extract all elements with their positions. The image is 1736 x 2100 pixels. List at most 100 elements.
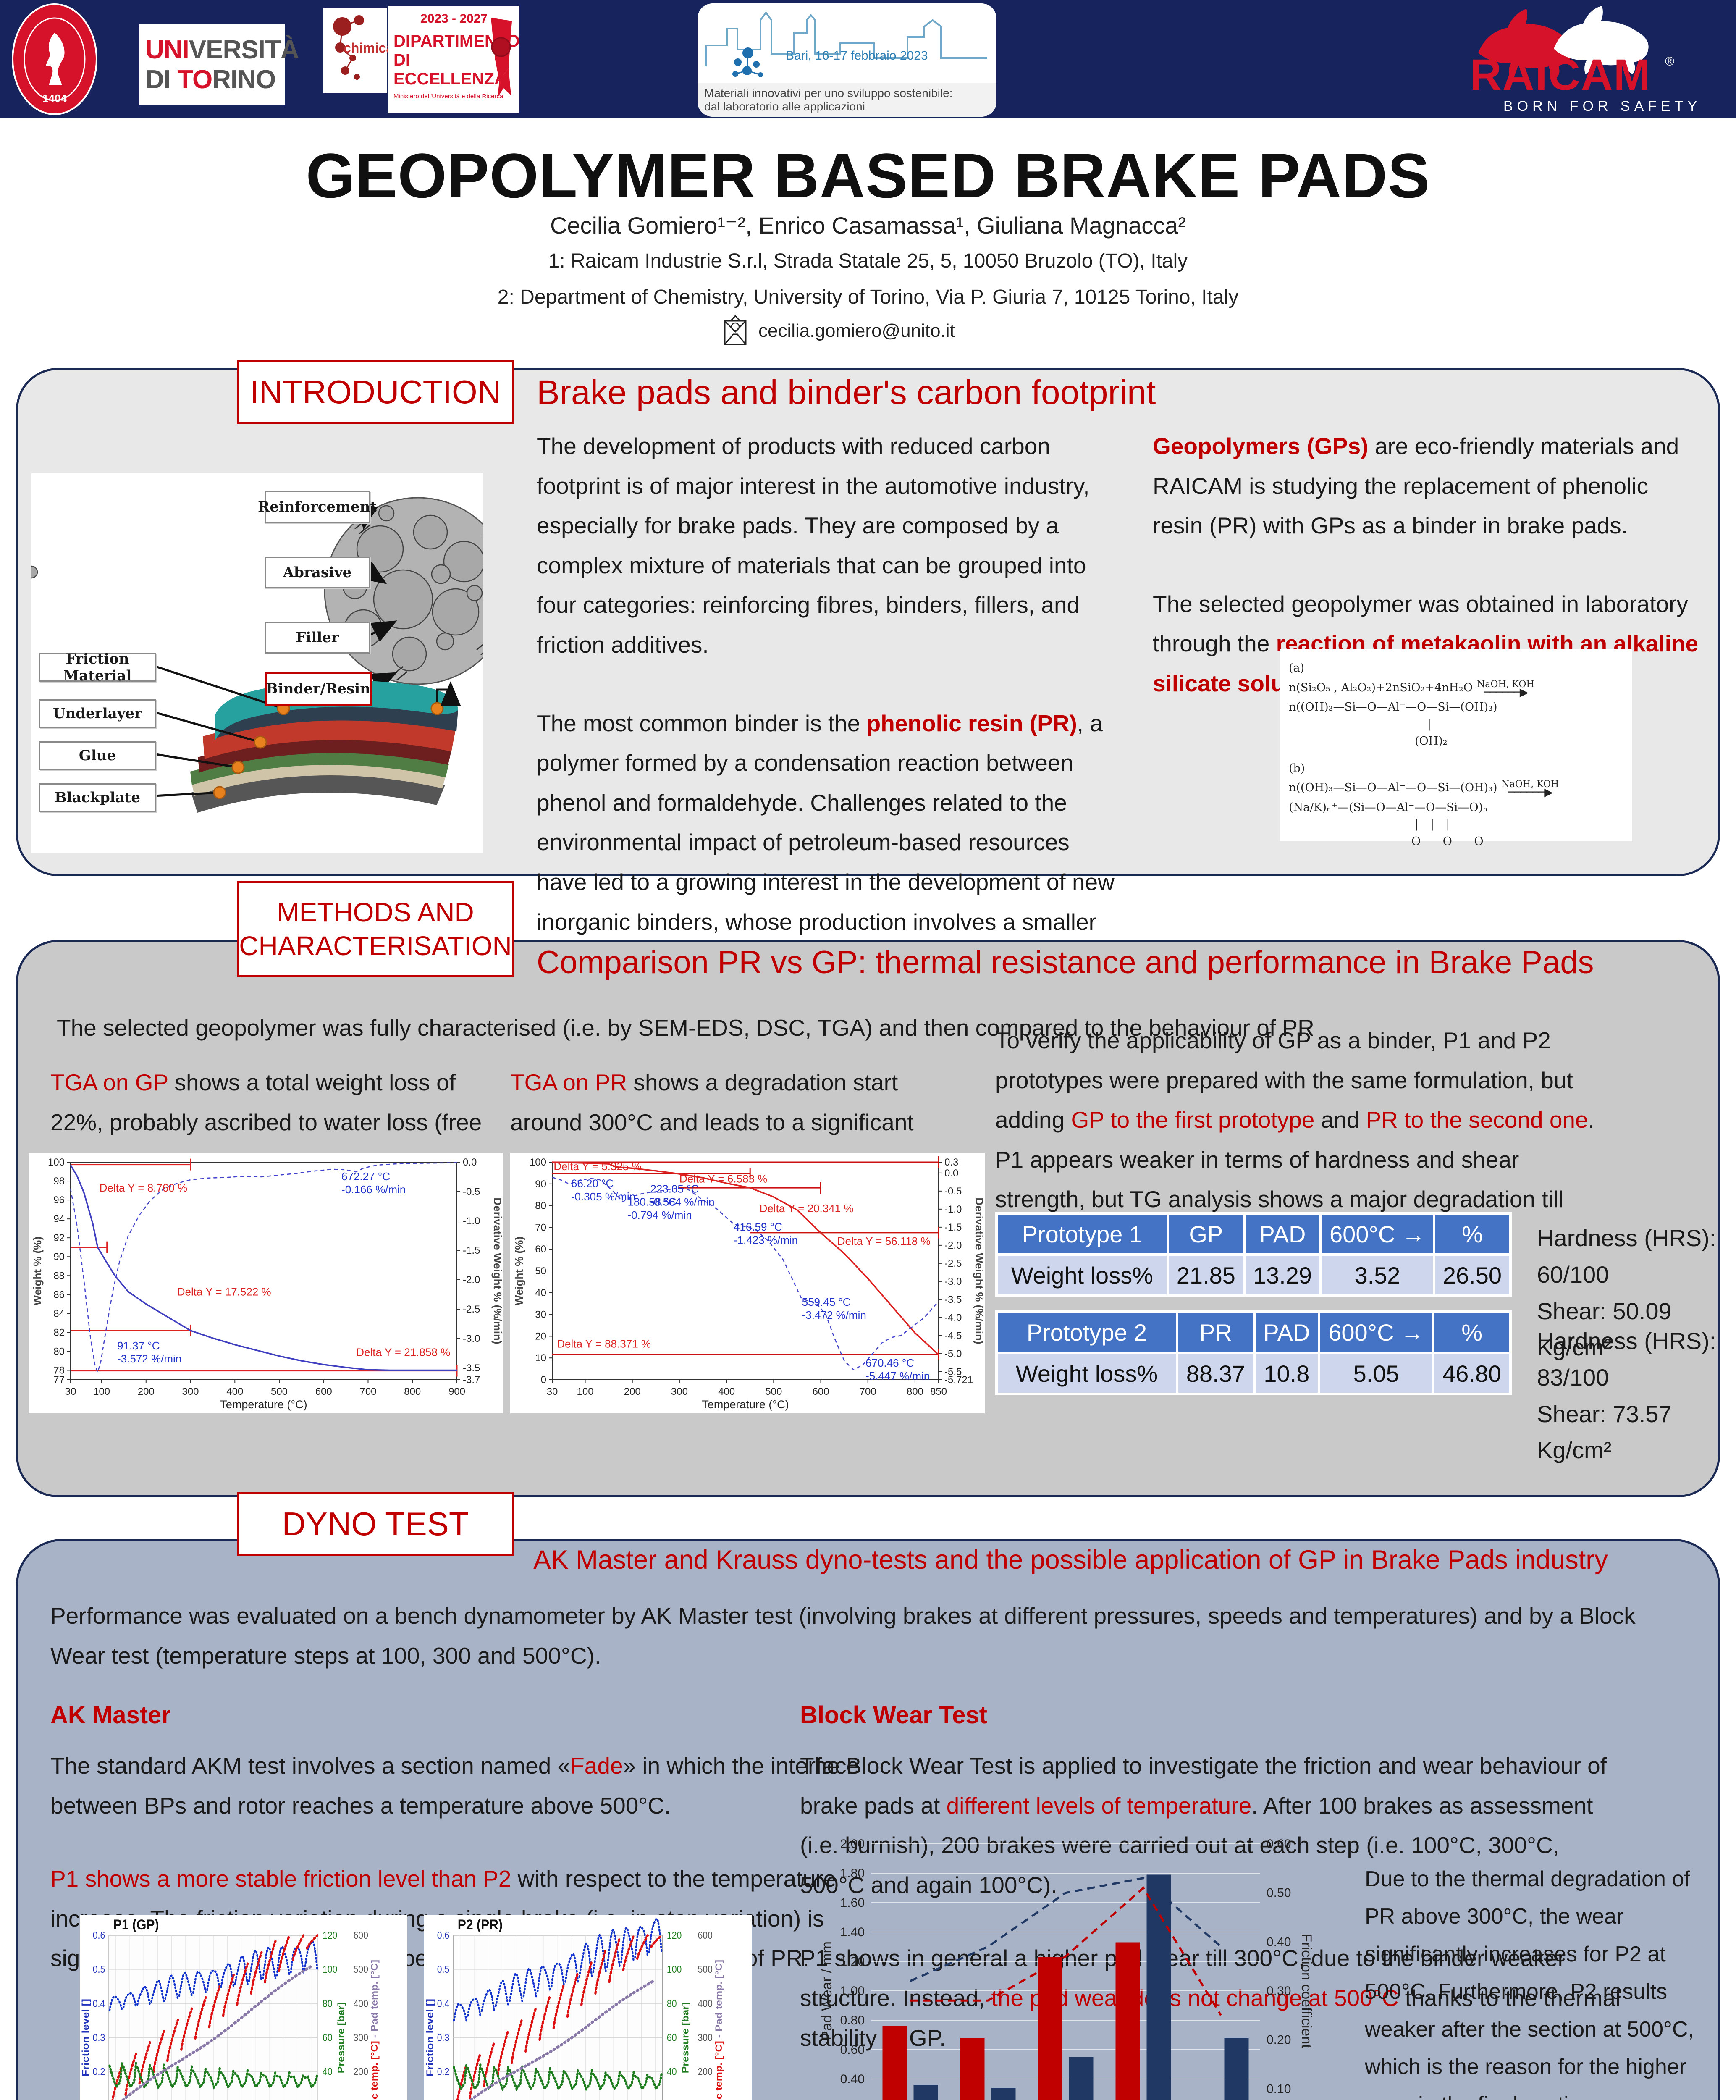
svg-text:-2.5: -2.5: [944, 1258, 962, 1269]
svg-text:100: 100: [667, 1964, 682, 1975]
intro-paragraph-1: The development of products with reduced…: [537, 433, 1090, 658]
svg-text:50: 50: [535, 1265, 546, 1277]
svg-text:500: 500: [765, 1386, 782, 1397]
raicam-horses-icon: [1478, 6, 1649, 77]
svg-text:0.40: 0.40: [840, 2072, 865, 2086]
diagram-label-binder-resin: Binder/Resin: [265, 672, 372, 706]
svg-text:-4.0: -4.0: [944, 1312, 962, 1323]
svg-text:0.3: 0.3: [93, 2032, 105, 2043]
reaction-a: (a) n(Si₂O₅ , Al₂O₂)+2nSiO₂+4nH₂O NaOH, K…: [1289, 662, 1534, 748]
svg-text:300: 300: [698, 2032, 712, 2043]
svg-text:0.3: 0.3: [437, 2032, 450, 2043]
prototype2-properties: Hardness (HRS): 83/100 Shear: 73.57 Kg/cm…: [1537, 1328, 1716, 1464]
svg-text:Weight % (%): Weight % (%): [31, 1236, 44, 1305]
svg-text:700: 700: [860, 1386, 876, 1397]
svg-text:670.46 °C-5.447 %/min: 670.46 °C -5.447 %/min: [865, 1357, 930, 1382]
svg-text:0.10: 0.10: [1267, 2082, 1291, 2096]
svg-text:1404: 1404: [42, 92, 67, 105]
svg-text:600: 600: [315, 1386, 332, 1397]
svg-text:Delta Y = 17.522 %: Delta Y = 17.522 %: [177, 1286, 271, 1298]
email-address[interactable]: cecilia.gomiero@unito.it: [758, 320, 955, 341]
svg-text:0.50: 0.50: [1267, 1886, 1291, 1900]
email-icon: [724, 315, 747, 345]
fade-chart-p1: 00.10.20.30.40.50.6123456789101112131415…: [80, 1915, 407, 2100]
geopolymer-reactions: (a) n(Si₂O₅ , Al₂O₂)+2nSiO₂+4nH₂O NaOH, K…: [1280, 649, 1632, 848]
svg-text:1.40: 1.40: [840, 1925, 865, 1939]
svg-text:Delta Y = 56.118 %: Delta Y = 56.118 %: [837, 1235, 931, 1247]
diagram-label-blackplate: Blackplate: [39, 783, 156, 812]
svg-text:0.4: 0.4: [93, 1998, 105, 2009]
intro-heading: Brake pads and binder's carbon footprint: [537, 373, 1156, 412]
svg-text:40: 40: [535, 1287, 546, 1299]
svg-text:78: 78: [53, 1365, 65, 1376]
svg-text:500: 500: [353, 1964, 368, 1975]
svg-text:800: 800: [404, 1386, 421, 1397]
fade-chart-p2: 00.10.20.30.40.50.6123456789101112131415…: [424, 1915, 752, 2100]
molecule-icon: [333, 15, 364, 80]
prototype1-properties: Hardness (HRS): 60/100 Shear: 50.09 Kg/cm…: [1537, 1225, 1716, 1361]
svg-text:400: 400: [698, 1998, 712, 2009]
svg-text:0.60: 0.60: [1267, 1837, 1291, 1851]
svg-text:Disc temp. [°C] - Pad temp. [°: Disc temp. [°C] - Pad temp. [°C]: [714, 1960, 724, 2100]
svg-text:223.05 °C-0.564 %/min: 223.05 °C -0.564 %/min: [650, 1183, 714, 1208]
svg-text:-2.0: -2.0: [463, 1274, 480, 1286]
svg-text:0.4: 0.4: [437, 1998, 450, 2009]
methods-col-1: TGA on GP shows a total weight loss of 2…: [50, 1069, 482, 1175]
svg-text:-1.0: -1.0: [944, 1204, 962, 1215]
svg-text:92: 92: [53, 1232, 65, 1244]
unito-seal-icon: 1404: [12, 3, 97, 115]
svg-text:91.37 °C-3.572 %/min: 91.37 °C -3.572 %/min: [117, 1339, 181, 1365]
svg-text:82: 82: [53, 1327, 65, 1338]
svg-text:600: 600: [812, 1386, 829, 1397]
svg-text:0.2: 0.2: [93, 2066, 105, 2077]
authors: Cecilia Gomiero¹⁻², Enrico Casamassa¹, G…: [550, 212, 1186, 239]
svg-text:180.58 °C-0.794 %/min: 180.58 °C -0.794 %/min: [628, 1196, 692, 1221]
svg-text:200: 200: [353, 2066, 368, 2077]
svg-text:900: 900: [448, 1386, 465, 1397]
svg-text:98: 98: [53, 1176, 65, 1187]
methods-intro: The selected geopolymer was fully charac…: [57, 1015, 1314, 1041]
svg-text:0.5: 0.5: [93, 1964, 105, 1975]
svg-text:Pad Wear / mm: Pad Wear / mm: [819, 1941, 835, 2040]
block-wear-p1: The Block Wear Test is applied to invest…: [800, 1753, 1607, 1898]
svg-text:0.3: 0.3: [944, 1157, 958, 1168]
svg-text:-5.0: -5.0: [944, 1348, 962, 1360]
svg-text:P2 (PR): P2 (PR): [458, 1916, 503, 1932]
svg-text:-4.5: -4.5: [944, 1330, 962, 1341]
diagram-label-reinforcement: Reinforcement: [258, 491, 377, 523]
svg-text:30: 30: [535, 1309, 546, 1320]
svg-text:10: 10: [535, 1352, 546, 1364]
ribbon-icon: [491, 18, 512, 97]
svg-text:100: 100: [48, 1157, 65, 1168]
dyno-right-column: Due to the thermal degradation of PR abo…: [1365, 1861, 1713, 2100]
brakepad-diagram: Reinforcement Abrasive Filler Binder/Res…: [25, 473, 512, 853]
svg-text:-5.5: -5.5: [944, 1366, 962, 1378]
svg-text:Temperature (°C): Temperature (°C): [702, 1398, 789, 1411]
svg-text:200: 200: [698, 2066, 712, 2077]
svg-text:100: 100: [93, 1386, 110, 1397]
svg-text:100: 100: [323, 1964, 337, 1975]
svg-text:850: 850: [930, 1386, 947, 1397]
block-wear-header: Block Wear Test: [800, 1701, 987, 1729]
affiliation-1: 1: Raicam Industrie S.r.l, Strada Statal…: [548, 250, 1188, 272]
svg-text:Pressure [bar]: Pressure [bar]: [336, 2002, 346, 2073]
svg-text:0.2: 0.2: [437, 2066, 450, 2077]
conference-badge: Bari, 16-17 febbraio 2023 Materiali inno…: [698, 3, 996, 117]
svg-text:1.80: 1.80: [840, 1866, 865, 1880]
svg-text:P1 (GP): P1 (GP): [113, 1916, 159, 1932]
svg-text:0.6: 0.6: [437, 1929, 450, 1941]
svg-text:Delta Y = 21.858 %: Delta Y = 21.858 %: [356, 1346, 450, 1359]
prototype2-table: Prototype 2 PR PAD 600°C →% Weight loss% 88…: [995, 1310, 1512, 1395]
svg-text:0.0: 0.0: [944, 1168, 958, 1179]
svg-text:RAICAM: RAICAM: [1470, 50, 1651, 100]
svg-text:400: 400: [226, 1386, 243, 1397]
svg-text:400: 400: [353, 1998, 368, 2009]
svg-text:30: 30: [65, 1386, 76, 1397]
svg-text:-0.5: -0.5: [463, 1186, 480, 1197]
svg-text:-5.721: -5.721: [944, 1374, 973, 1386]
ak-master-p1: The standard AKM test involves a section…: [50, 1753, 860, 1819]
svg-text:0.0: 0.0: [463, 1157, 477, 1168]
svg-text:120: 120: [323, 1929, 337, 1941]
affiliation-2: 2: Department of Chemistry, University o…: [497, 286, 1239, 308]
poster-title: GEOPOLYMER BASED BRAKE PADS: [306, 140, 1430, 211]
